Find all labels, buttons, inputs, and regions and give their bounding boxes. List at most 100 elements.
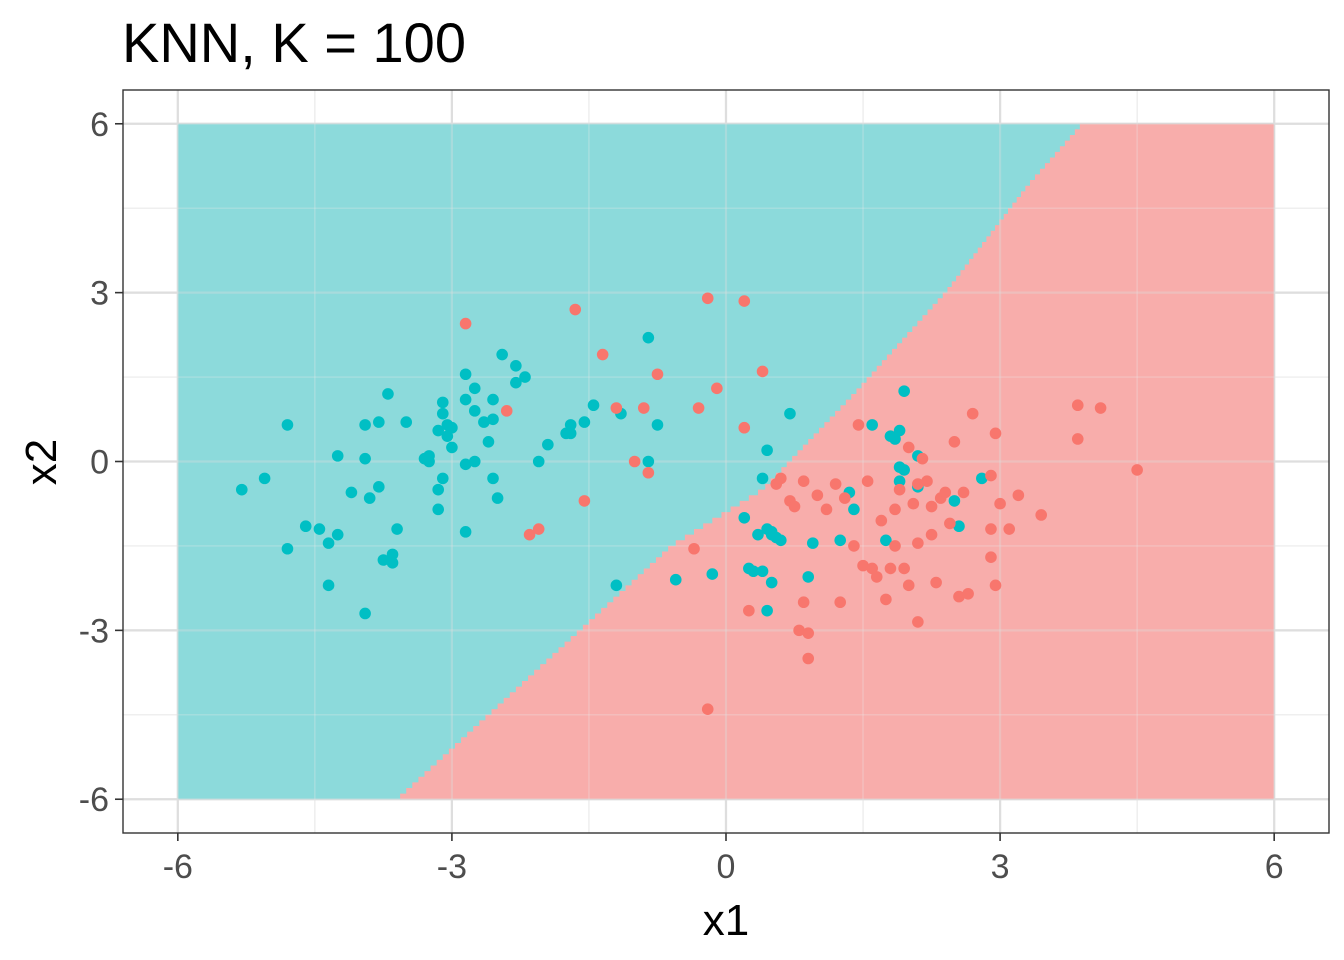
data-point-red — [930, 576, 942, 589]
data-point-teal — [834, 534, 847, 547]
data-point-teal — [564, 419, 577, 431]
data-point-red — [925, 528, 938, 541]
data-point-teal — [532, 455, 545, 468]
data-point-red — [1131, 464, 1143, 476]
data-point-teal — [436, 396, 449, 409]
data-point-teal — [893, 475, 906, 488]
data-point-red — [916, 452, 929, 465]
data-point-red — [989, 427, 1002, 440]
data-point-teal — [948, 495, 961, 507]
data-point-red — [902, 579, 915, 592]
data-point-red — [834, 596, 847, 609]
data-point-teal — [322, 579, 335, 592]
data-point-red — [637, 402, 650, 414]
data-point-teal — [386, 557, 399, 569]
data-point-teal — [432, 503, 445, 516]
y-tick-label: 6 — [90, 106, 109, 144]
data-point-teal — [359, 607, 371, 620]
data-point-teal — [806, 537, 819, 549]
data-point-teal — [459, 526, 472, 538]
data-point-red — [1071, 433, 1084, 445]
data-point-teal — [468, 382, 481, 395]
data-point-teal — [331, 528, 344, 541]
y-tick-label: -3 — [79, 612, 109, 650]
region-red — [400, 123, 1275, 800]
data-point-red — [921, 475, 933, 488]
data-point-red — [884, 562, 897, 575]
data-point-red — [889, 540, 901, 552]
data-point-red — [701, 292, 714, 305]
x-axis-title: x1 — [703, 896, 749, 945]
data-point-teal — [382, 388, 394, 400]
x-tick-label: -3 — [437, 848, 467, 886]
data-point-teal — [377, 554, 390, 566]
y-axis-title: x2 — [17, 439, 66, 485]
data-point-teal — [281, 419, 294, 431]
data-point-red — [578, 495, 591, 507]
data-point-teal — [765, 576, 778, 589]
data-point-red — [848, 540, 860, 552]
data-point-red — [642, 466, 655, 479]
data-point-red — [907, 497, 920, 510]
data-point-red — [985, 523, 997, 535]
data-point-red — [948, 435, 961, 448]
data-point-red — [793, 624, 805, 637]
data-point-red — [1094, 402, 1107, 414]
data-point-red — [523, 528, 536, 541]
data-point-teal — [519, 371, 531, 383]
data-point-red — [925, 500, 938, 513]
data-points — [235, 292, 1143, 715]
data-point-red — [1071, 399, 1084, 412]
data-point-red — [628, 455, 641, 468]
data-point-teal — [345, 486, 358, 499]
data-point-teal — [373, 416, 385, 428]
data-point-teal — [446, 441, 458, 454]
data-point-teal — [468, 455, 481, 468]
y-tick-label: 3 — [90, 275, 109, 313]
data-point-teal — [953, 520, 965, 533]
plot-panel — [122, 89, 1330, 834]
data-point-teal — [359, 452, 371, 465]
data-point-teal — [423, 450, 435, 462]
data-point-teal — [848, 503, 860, 516]
data-point-red — [788, 500, 801, 513]
data-point-teal — [880, 534, 892, 547]
data-point-teal — [359, 419, 371, 431]
data-point-teal — [281, 542, 294, 555]
data-point-teal — [587, 399, 600, 412]
data-point-teal — [642, 331, 655, 344]
data-point-red — [912, 616, 924, 628]
data-point-teal — [299, 520, 312, 533]
data-point-teal — [400, 416, 413, 428]
data-point-teal — [898, 464, 910, 476]
data-point-red — [1003, 523, 1016, 535]
data-point-red — [802, 652, 815, 665]
data-point-teal — [331, 450, 344, 462]
data-point-teal — [651, 419, 664, 431]
data-point-red — [651, 368, 664, 381]
data-point-red — [944, 517, 956, 530]
data-point-teal — [496, 348, 508, 361]
data-point-teal — [487, 472, 499, 485]
data-point-red — [701, 703, 714, 715]
data-point-teal — [802, 571, 815, 583]
data-point-teal — [373, 481, 385, 493]
data-point-teal — [642, 455, 655, 468]
data-point-teal — [510, 376, 522, 389]
data-point-red — [912, 537, 924, 549]
data-point-teal — [459, 458, 472, 471]
data-point-red — [532, 523, 545, 535]
data-point-teal — [510, 360, 522, 372]
x-tick-label: 0 — [717, 848, 736, 886]
data-point-teal — [756, 565, 769, 578]
data-point-teal — [898, 385, 910, 397]
data-point-red — [966, 407, 979, 420]
data-point-teal — [478, 416, 490, 428]
data-point-red — [797, 596, 810, 609]
data-point-teal — [738, 511, 751, 524]
data-point-red — [1035, 509, 1048, 521]
data-point-teal — [322, 537, 335, 549]
data-point-red — [852, 419, 865, 431]
data-point-red — [989, 579, 1002, 592]
data-point-teal — [313, 523, 326, 535]
